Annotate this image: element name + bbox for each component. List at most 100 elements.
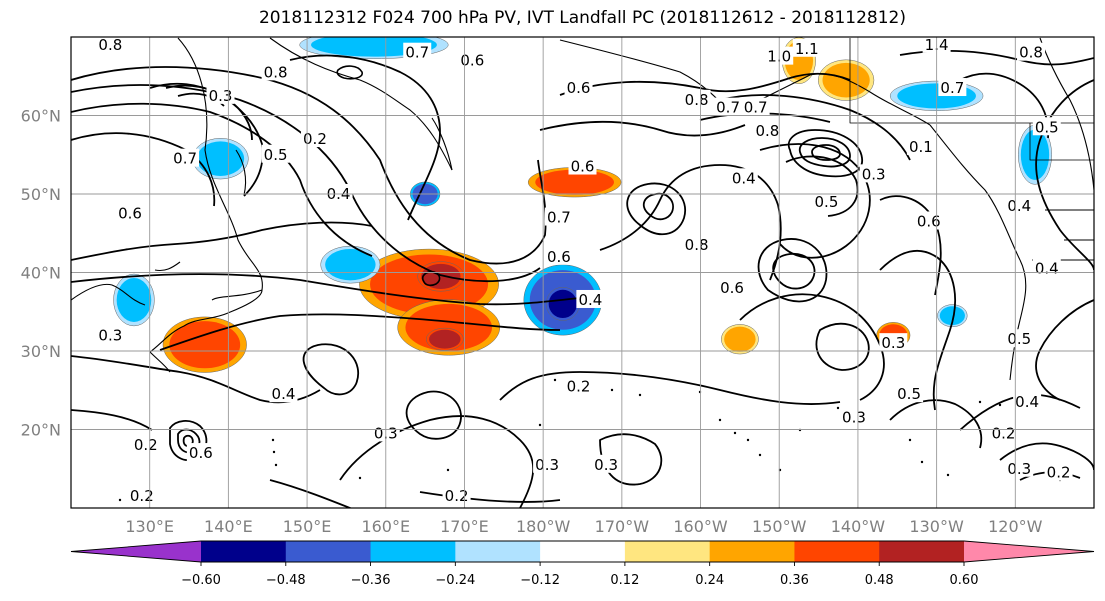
contour-label: 0.2 <box>1047 464 1071 482</box>
island-dot <box>718 418 722 422</box>
contour-label-bg <box>682 235 711 254</box>
contour-label-bg <box>324 184 353 202</box>
contour-label: 0.6 <box>567 79 591 97</box>
lat-tick-label: 30°N <box>21 342 61 361</box>
contour-label: 0.7 <box>547 209 571 227</box>
contour-label-bg <box>906 136 935 155</box>
contour-label-bg <box>1017 42 1046 61</box>
ivt-shade-blob <box>939 306 965 326</box>
contour-label-bg <box>1044 462 1073 481</box>
contour-label-bg <box>564 78 593 97</box>
colorbar-segment <box>540 541 626 562</box>
ivt-shade-blob <box>548 289 577 319</box>
gridlines <box>71 37 1094 508</box>
contour-label-bg <box>403 42 432 61</box>
contour-label-bg <box>1005 195 1034 214</box>
island-dot <box>271 438 275 442</box>
contour-label-bg <box>131 435 160 454</box>
colorbar-tick-label: −0.36 <box>351 573 391 588</box>
contour-label-bg <box>261 62 290 81</box>
contour-label-bg <box>1032 117 1061 136</box>
contour-label: 0.4 <box>1007 197 1031 215</box>
contour-label: 0.8 <box>1019 44 1043 62</box>
map-panel: 0.8 0.3 0.7 0.5 0.2 0.8 0.6 0.4 0.7 0.6 0.6 0.8 0.7 0… <box>70 36 1095 509</box>
contour-label: 0.7 <box>173 150 197 168</box>
lon-tick-label: 120°W <box>988 517 1043 536</box>
contour-label: 0.6 <box>460 52 484 70</box>
colorbar-segment <box>794 541 880 562</box>
contour-label: 0.3 <box>862 165 886 183</box>
contour-label-bg <box>1005 458 1034 477</box>
contour-label: 0.8 <box>755 122 779 140</box>
contour-label: 0.8 <box>685 91 709 109</box>
contour-label: 0.3 <box>842 409 866 427</box>
colorbar-tick-label: 0.12 <box>610 573 639 588</box>
pv-contours <box>71 49 1094 508</box>
colorbar-segment <box>455 541 541 562</box>
contour-label: 0.3 <box>209 87 233 105</box>
island-dot <box>274 463 278 467</box>
contour-label-bg <box>544 207 573 226</box>
figure-title: 2018112312 F024 700 hPa PV, IVT Landfall… <box>258 8 906 28</box>
colorbar-tick-label: −0.24 <box>435 573 475 588</box>
lon-tick-label: 130°W <box>909 517 964 536</box>
ivt-shade-blob <box>196 141 245 176</box>
lat-tick-label: 20°N <box>21 421 61 440</box>
contour-label: 0.4 <box>578 291 602 309</box>
colorbar-tick-label: 0.36 <box>780 573 809 588</box>
contour-label-bg <box>859 164 888 183</box>
contour-label: 0.8 <box>264 63 288 81</box>
colorbar-segment <box>201 541 287 562</box>
lat-tick-label: 60°N <box>21 107 61 126</box>
contour-label: 0.7 <box>744 99 768 117</box>
colorbar-segment <box>879 541 965 562</box>
longitude-tick-labels: 130°E 140°E 150°E 160°E 170°E 180°W 170°W 160°W… <box>125 517 1042 536</box>
contour-label: 0.8 <box>685 236 709 254</box>
contour-label-bg <box>206 85 235 104</box>
colorbar-segment <box>624 541 711 562</box>
colorbar-tick-label: 0.24 <box>695 573 724 588</box>
contour-label-bg <box>682 89 711 108</box>
lon-tick-label: 140°E <box>204 517 253 536</box>
contour-label-bg <box>96 325 125 344</box>
contour-label-bg <box>592 454 621 473</box>
island-dot <box>446 468 450 472</box>
contour-label: 0.2 <box>130 487 154 505</box>
colorbar-segment <box>285 541 372 562</box>
contour-label-bg <box>442 486 471 505</box>
lon-tick-label: 150°W <box>752 517 807 536</box>
ivt-shade-blob <box>169 321 241 369</box>
island-dot <box>118 498 122 502</box>
contour-label: 0.4 <box>272 385 296 403</box>
contour-label-bg <box>564 376 593 395</box>
island-dot <box>908 438 912 442</box>
contour-label: 0.3 <box>535 456 559 474</box>
ivt-shade-blob <box>822 62 870 98</box>
contour-label: 0.4 <box>1035 260 1059 278</box>
contour-label-bg <box>741 97 770 116</box>
contour-label-bg <box>116 203 145 222</box>
contour-label-bg <box>914 211 943 230</box>
contour-label-bg <box>714 97 743 116</box>
island-dot <box>758 453 762 457</box>
contour-label: 0.8 <box>98 36 122 54</box>
colorbar-extend-max <box>964 541 1094 562</box>
contour-label-bg <box>792 38 821 57</box>
contour-label: 0.6 <box>720 279 744 297</box>
contour-label-bg <box>186 443 215 462</box>
island-dot <box>746 438 750 442</box>
contour-label: 0.5 <box>815 193 839 211</box>
colorbar-extend-min <box>71 541 201 562</box>
contour-label: 0.6 <box>189 444 213 462</box>
contour-label-bg <box>544 246 573 265</box>
contour-label: 0.6 <box>917 212 941 230</box>
contour-label: 0.5 <box>1035 118 1059 136</box>
island-dot <box>610 388 614 392</box>
contour-label: 0.2 <box>567 377 591 395</box>
island-dot <box>978 400 982 404</box>
contour-label-bg <box>533 454 562 473</box>
island-dot <box>836 406 840 410</box>
contour-label: 0.5 <box>1007 330 1031 348</box>
island-dot <box>538 423 542 427</box>
